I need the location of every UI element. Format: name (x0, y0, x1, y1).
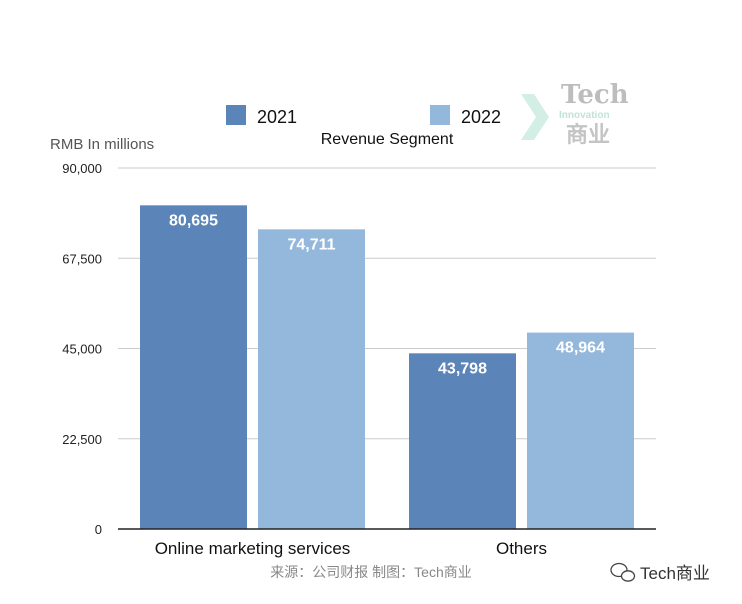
legend-swatch-2022 (430, 105, 450, 125)
legend: 2021 2022 (226, 105, 501, 127)
y-tick-label: 90,000 (62, 161, 102, 176)
watermark-line3: 商业 (566, 122, 610, 147)
bar-2021-1 (409, 353, 516, 529)
y-axis-unit-label: RMB In millions (50, 136, 154, 153)
y-axis-ticks: 0 22,500 45,000 67,500 90,000 (62, 161, 102, 537)
bar-value-label: 43,798 (438, 360, 487, 377)
watermark-logo: Tech Innovation 商业 (521, 80, 629, 147)
watermark-line1: Tech (561, 80, 629, 110)
watermark-line2: Innovation (559, 110, 610, 121)
chart-title: Revenue Segment (321, 131, 454, 148)
footer-brand-group: Tech商业 (610, 562, 710, 583)
bar-value-label: 48,964 (556, 340, 605, 357)
x-axis-categories: Online marketing services Others (155, 539, 547, 558)
x-category-label: Others (496, 539, 547, 558)
legend-label-2021: 2021 (257, 107, 297, 127)
legend-label-2022: 2022 (461, 107, 501, 127)
bar-2022-0 (258, 229, 365, 530)
y-tick-label: 67,500 (62, 251, 102, 266)
bar-value-label: 74,711 (287, 236, 335, 253)
y-tick-label: 22,500 (62, 432, 102, 447)
y-tick-label: 45,000 (62, 342, 102, 357)
value-labels: 80,695 74,711 43,798 48,964 (169, 212, 605, 377)
legend-swatch-2021 (226, 105, 246, 125)
x-category-label: Online marketing services (155, 539, 351, 558)
y-tick-label: 0 (95, 522, 102, 537)
source-note: 来源：公司财报 制图：Tech商业 (270, 564, 471, 580)
wechat-icon (610, 562, 636, 582)
bar-value-label: 80,695 (169, 212, 218, 229)
bar-2022-1 (527, 332, 634, 529)
watermark-arrow-icon (521, 94, 549, 140)
bars (140, 205, 634, 530)
footer-brand-text: Tech商业 (640, 564, 710, 583)
bar-2021-0 (140, 205, 247, 529)
